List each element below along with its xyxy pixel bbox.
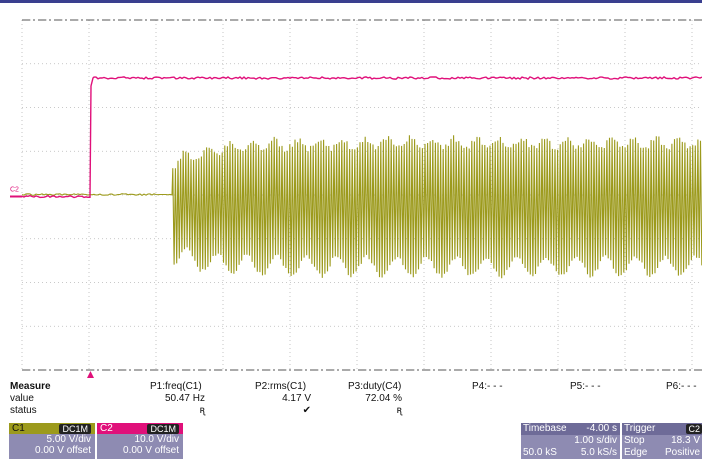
c2-marker-label: C2 (10, 187, 19, 194)
param-p4-name[interactable]: P4:- - - (472, 381, 503, 393)
channel-c2-header: C2 DC1M (97, 423, 183, 434)
param-p3-name[interactable]: P3:duty(C4) (348, 381, 401, 393)
param-p1-name[interactable]: P1:freq(C1) (150, 381, 202, 393)
channel-c2-offset: 0.00 V offset (97, 445, 183, 456)
trigger-source-badge: C2 (686, 424, 702, 434)
timebase-delay: -4.00 s (586, 423, 617, 435)
trigger-descriptor[interactable]: Trigger C2 Stop 18.3 V Edge Positive (622, 423, 702, 459)
param-p2-status-icon: ✔ (255, 405, 311, 417)
channel-c1-descriptor[interactable]: C1 DC1M 5.00 V/div 0.00 V offset (9, 423, 95, 459)
trigger-slope: Positive (665, 447, 700, 458)
channel-c1-coupling-badge: DC1M (59, 424, 91, 434)
trigger-label: Trigger (624, 423, 655, 435)
channel-c1-offset: 0.00 V offset (9, 445, 95, 456)
param-p2-name[interactable]: P2:rms(C1) (255, 381, 306, 393)
value-label: value (10, 393, 34, 405)
channel-c1-id: C1 (9, 423, 28, 434)
trigger-level: 18.3 V (671, 435, 700, 446)
timebase-rate: 5.0 kS/s (581, 447, 617, 458)
trigger-position-icon (87, 371, 94, 378)
waveform-c1 (22, 135, 702, 278)
channel-c1-scale: 5.00 V/div (9, 434, 95, 445)
timebase-samples: 50.0 kS (523, 447, 557, 458)
status-label: status (10, 405, 37, 417)
param-p1-status: ꭆ (150, 405, 205, 417)
channel-c2-id: C2 (97, 423, 116, 434)
channel-c2-descriptor[interactable]: C2 DC1M 10.0 V/div 0.00 V offset (97, 423, 183, 459)
param-p3-status: ꭆ (348, 405, 402, 417)
trigger-header: Trigger C2 (622, 423, 702, 435)
param-p3-value: 72.04 % (348, 393, 402, 405)
waveform-plot: C2 (0, 0, 702, 380)
timebase-per-div: 1.00 s/div (574, 435, 617, 446)
param-p2-value: 4.17 V (255, 393, 311, 405)
param-p1-value: 50.47 Hz (150, 393, 205, 405)
trigger-mode: Stop (624, 435, 645, 446)
channel-c1-header: C1 DC1M (9, 423, 95, 434)
measure-label: Measure (10, 381, 51, 393)
channel-c2-coupling-badge: DC1M (147, 424, 179, 434)
param-p5-name[interactable]: P5:- - - (570, 381, 601, 393)
timebase-label: Timebase (523, 423, 567, 435)
channel-c2-scale: 10.0 V/div (97, 434, 183, 445)
timebase-header: Timebase -4.00 s (521, 423, 620, 435)
param-p6-name[interactable]: P6:- - - (666, 381, 697, 393)
timebase-descriptor[interactable]: Timebase -4.00 s 1.00 s/div 50.0 kS 5.0 … (521, 423, 620, 459)
trigger-type: Edge (624, 447, 647, 458)
